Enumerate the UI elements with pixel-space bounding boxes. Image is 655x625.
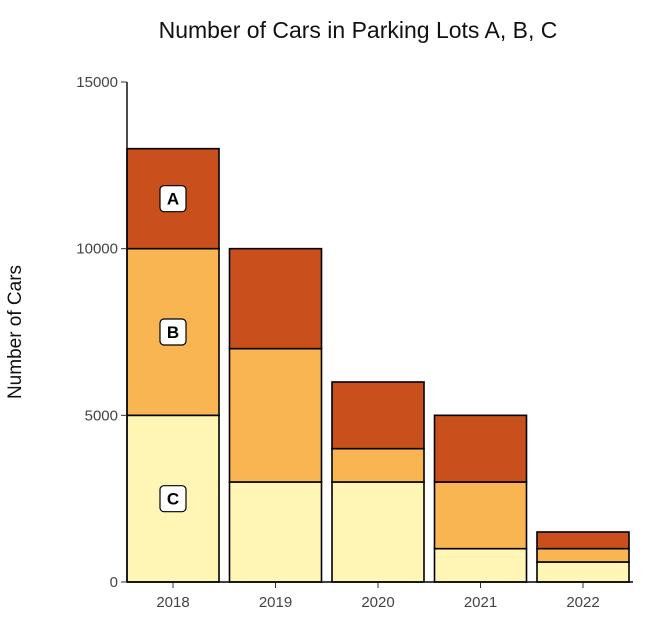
axes-layer: 2018 2019 2020 2021 2022 0 5000 10000 15000 <box>76 74 633 611</box>
bar-2020-c <box>331 481 425 583</box>
y-tick-label-5000: 5000 <box>85 407 118 424</box>
bars-layer <box>126 147 630 583</box>
segment-label-b: B <box>159 318 187 346</box>
bar-2021-a <box>433 414 528 483</box>
y-tick-label-10000: 10000 <box>76 241 118 258</box>
segment-labels-layer: C B A <box>159 185 187 513</box>
x-tick-label-2022: 2022 <box>566 594 599 611</box>
bar-2019-a <box>228 247 323 350</box>
bar-2019-c <box>228 481 323 583</box>
bar-2020-a <box>331 381 425 450</box>
x-tick-label-2020: 2020 <box>361 594 394 611</box>
segment-label-a: A <box>159 185 187 213</box>
y-tick-label-0: 0 <box>110 574 118 591</box>
chart-title: Number of Cars in Parking Lots A, B, C <box>159 17 558 43</box>
bar-2022-c <box>536 561 630 583</box>
svg-text:A: A <box>167 190 179 209</box>
bar-2022-a <box>536 531 630 550</box>
x-tick-label-2021: 2021 <box>464 594 497 611</box>
svg-text:C: C <box>167 490 179 509</box>
svg-text:B: B <box>167 323 179 342</box>
y-axis-title: Number of Cars <box>5 265 26 399</box>
bar-2021-b <box>433 481 528 550</box>
bar-2022-b <box>536 547 630 563</box>
x-tick-label-2018: 2018 <box>156 594 189 611</box>
y-tick-label-15000: 15000 <box>76 74 118 91</box>
bar-2020-b <box>331 447 425 483</box>
bar-2019-b <box>228 347 323 483</box>
bar-2021-c <box>433 547 528 583</box>
x-tick-label-2019: 2019 <box>259 594 292 611</box>
segment-label-c: C <box>159 485 187 513</box>
